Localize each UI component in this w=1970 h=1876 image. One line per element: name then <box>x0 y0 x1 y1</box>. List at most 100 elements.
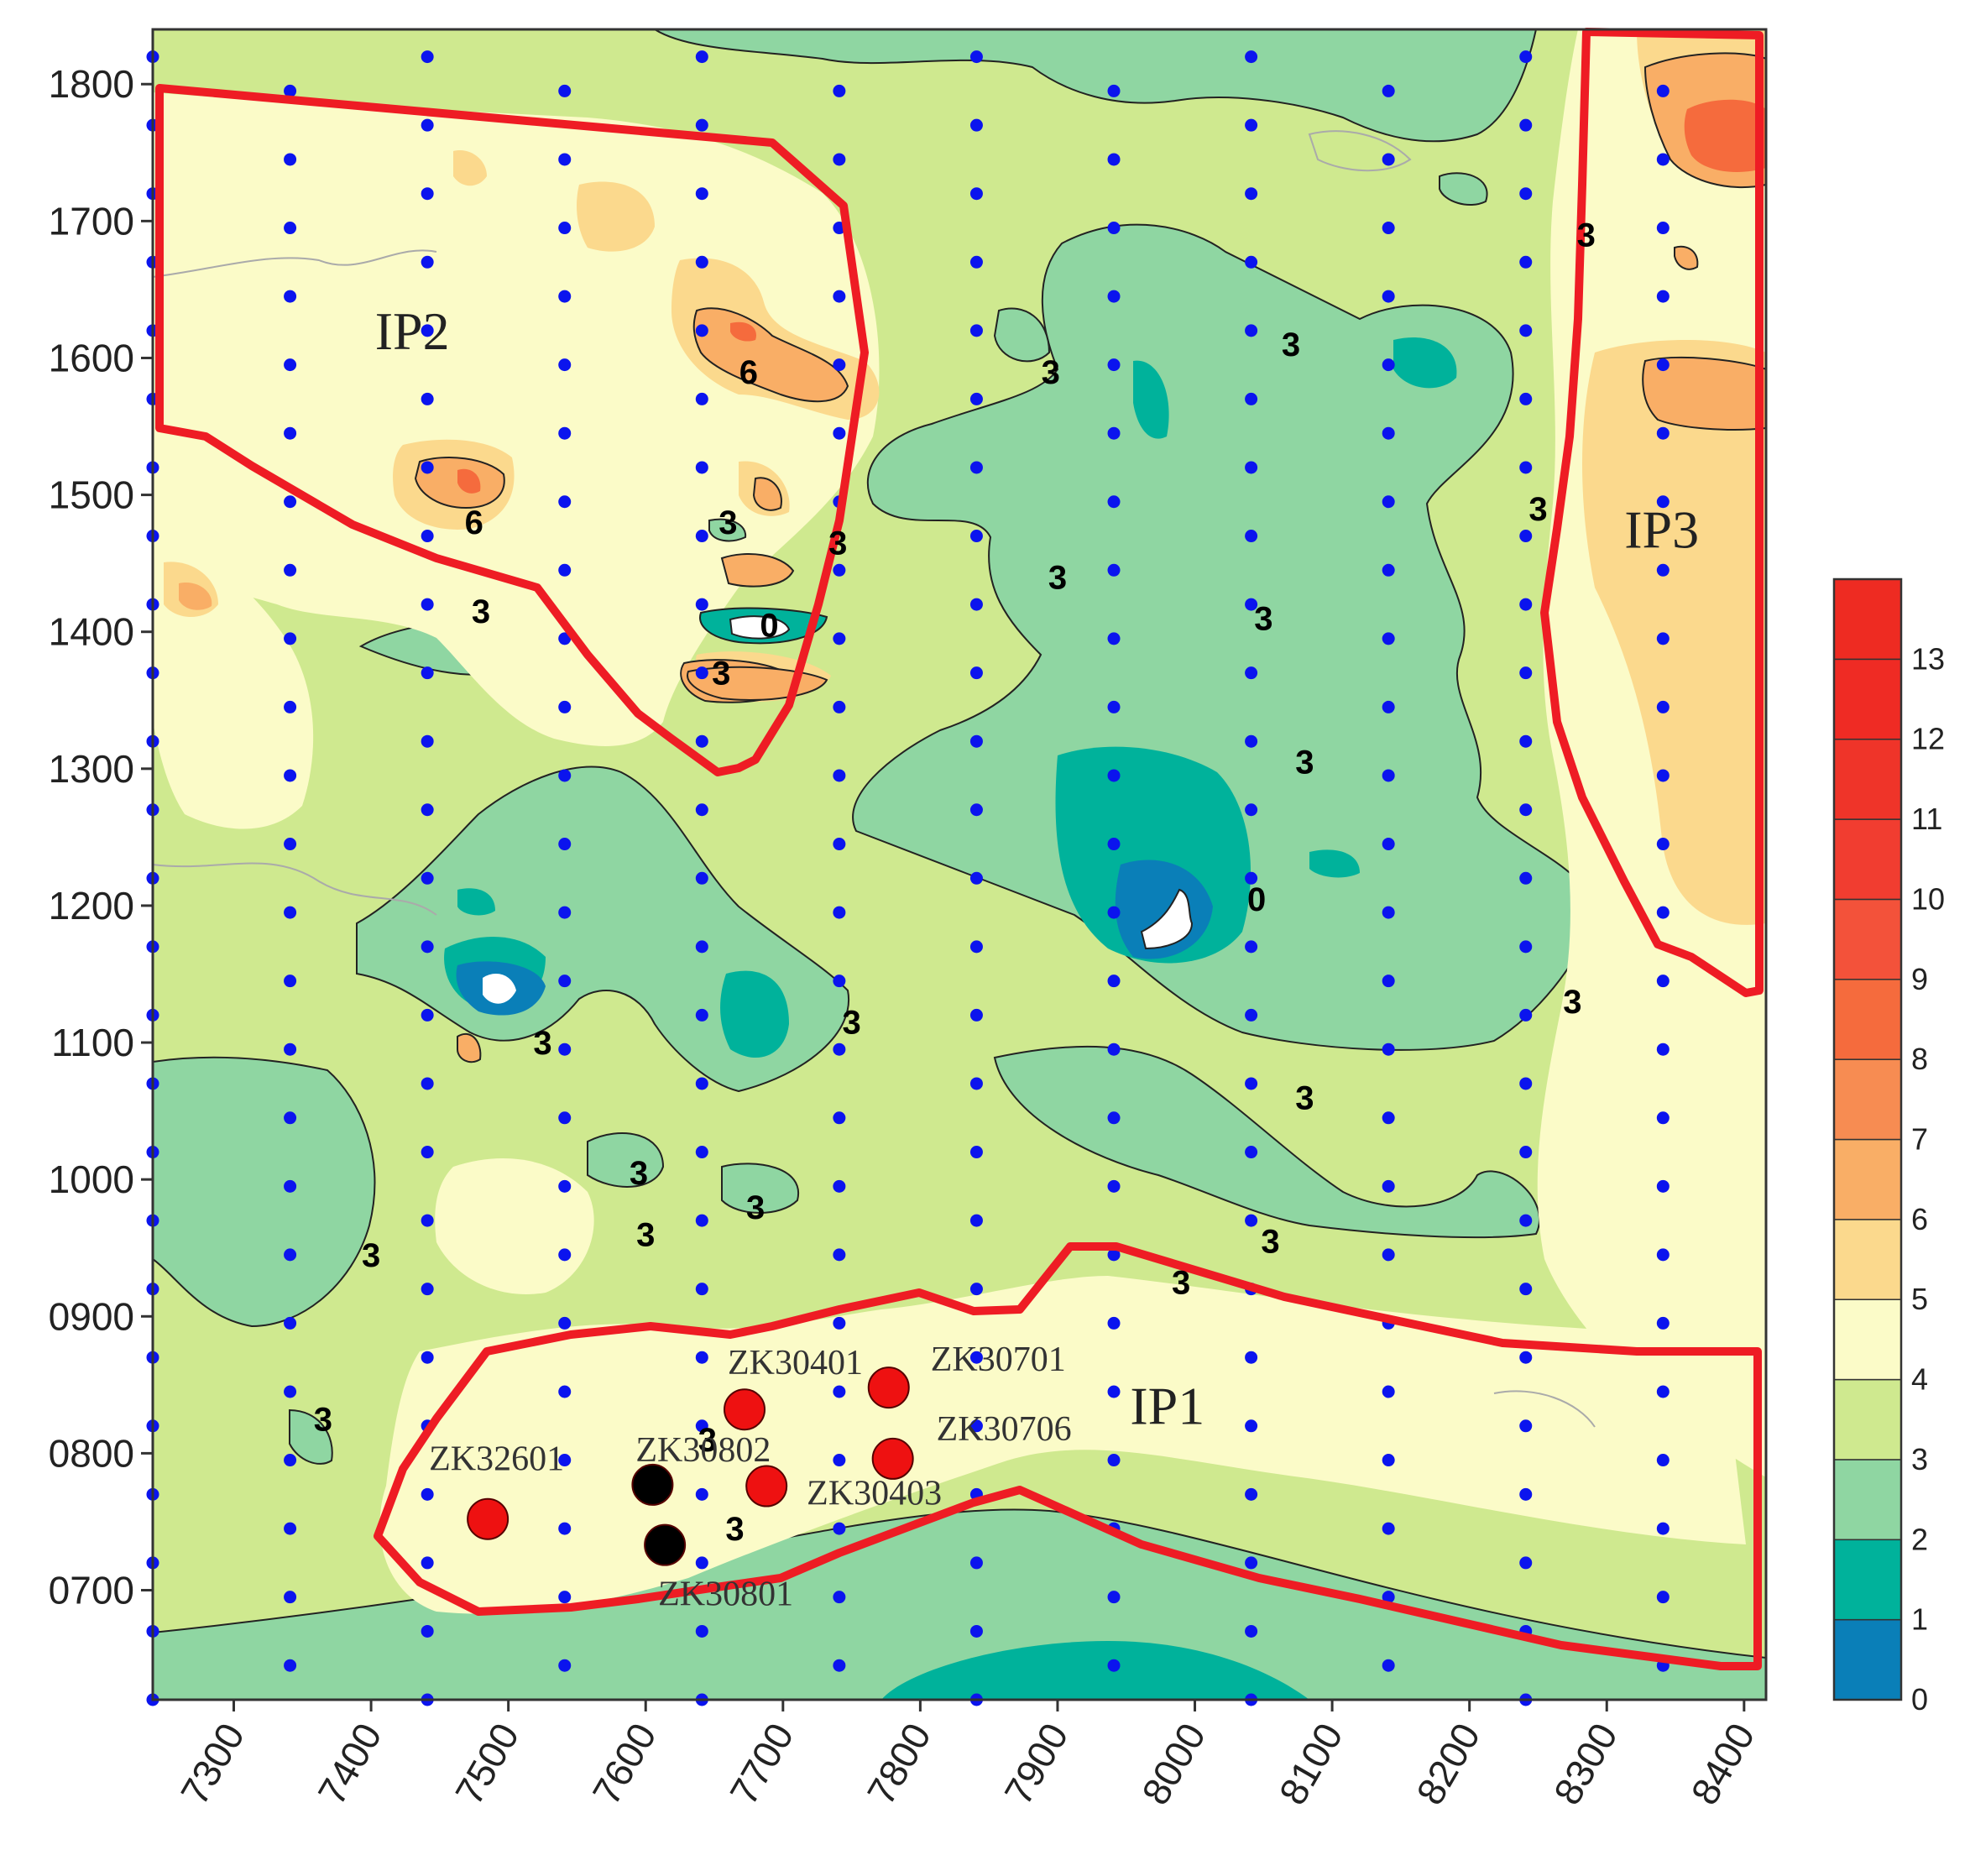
field-region-south-blob-a <box>587 1132 665 1188</box>
well-label: ZK30706 <box>937 1410 1072 1449</box>
field-region-south-mid <box>993 1045 1540 1239</box>
x-tick-label: 8400 <box>1682 1716 1763 1812</box>
grid-point <box>284 153 297 166</box>
grid-point <box>1519 598 1533 611</box>
grid-point <box>284 1522 297 1535</box>
y-tick-label: 1600 <box>49 336 134 379</box>
field-region-hot-h <box>752 477 782 511</box>
grid-point <box>284 769 297 782</box>
contour-label: 3 <box>719 504 737 541</box>
y-tick-label: 1200 <box>49 884 134 928</box>
grid-point <box>1519 666 1533 680</box>
grid-point <box>833 1316 846 1330</box>
grid-point <box>1656 153 1670 166</box>
grid-point <box>421 803 434 817</box>
grid-point <box>421 461 434 474</box>
grid-point <box>1382 1043 1395 1056</box>
grid-point <box>833 769 846 782</box>
well-label: ZK30802 <box>635 1431 771 1470</box>
grid-point <box>558 1659 572 1672</box>
x-tick-label: 7700 <box>721 1716 802 1812</box>
grid-point <box>1245 1214 1258 1227</box>
well-label: ZK30401 <box>728 1344 863 1382</box>
grid-point <box>1107 84 1121 97</box>
grid-point <box>284 1043 297 1056</box>
grid-point <box>695 255 708 269</box>
grid-point <box>284 1659 297 1672</box>
grid-point <box>695 1077 708 1090</box>
grid-point <box>284 358 297 372</box>
grid-point <box>969 598 983 611</box>
grid-point <box>1382 1111 1395 1125</box>
grid-point <box>558 1111 572 1125</box>
field-region-anomaly-void <box>729 615 791 640</box>
grid-point <box>969 1419 983 1433</box>
field-region-warm-d <box>453 150 487 186</box>
contour-label: 3 <box>1295 745 1314 781</box>
grid-point <box>1245 803 1258 817</box>
grid-point <box>558 495 572 509</box>
grid-point <box>1107 1248 1121 1262</box>
well-label: ZK30403 <box>807 1475 942 1513</box>
grid-point <box>1382 1179 1395 1193</box>
contour-label: 3 <box>725 1511 744 1548</box>
grid-point <box>969 1624 983 1638</box>
grid-point <box>695 598 708 611</box>
field-region-light-ip1 <box>379 1276 1746 1614</box>
grid-point <box>1656 1179 1670 1193</box>
grid-point <box>1245 734 1258 748</box>
field-region-deep-e <box>1133 360 1169 439</box>
x-tick-label: 8200 <box>1408 1716 1488 1812</box>
grid-point <box>558 1248 572 1262</box>
well-label: ZK30801 <box>658 1576 793 1614</box>
grid-point <box>1519 1487 1533 1501</box>
grid-point <box>1107 906 1121 919</box>
field-region-void-b <box>483 974 516 1004</box>
well-marker <box>631 1463 674 1506</box>
grid-point <box>969 392 983 405</box>
grid-point <box>421 392 434 405</box>
grid-point <box>421 1624 434 1638</box>
grid-point <box>833 1522 846 1535</box>
color-bar-segment <box>1833 1058 1902 1141</box>
grid-point <box>1382 563 1395 577</box>
grid-point <box>1382 222 1395 235</box>
grid-point <box>1382 1522 1395 1535</box>
field-region-west-edge <box>153 1056 376 1328</box>
contour-label: 3 <box>472 593 490 630</box>
grid-point <box>558 1316 572 1330</box>
grid-point <box>1656 426 1670 440</box>
contour-label: 3 <box>1048 559 1067 596</box>
grid-point <box>833 975 846 988</box>
grid-point <box>695 530 708 543</box>
grid-point <box>284 1385 297 1398</box>
grid-point <box>1519 1077 1533 1090</box>
color-bar-segment <box>1833 1459 1902 1541</box>
grid-point <box>1656 1522 1670 1535</box>
color-bar-segment <box>1833 1618 1902 1701</box>
field-region-warm-c <box>577 181 655 252</box>
grid-point <box>695 1214 708 1227</box>
well-label: ZK30701 <box>931 1340 1066 1379</box>
grid-point <box>421 734 434 748</box>
field-region-central <box>852 223 1596 1051</box>
grid-point <box>1519 1146 1533 1159</box>
grid-point <box>558 1179 572 1193</box>
contour-label: 3 <box>828 525 847 562</box>
grid-point <box>969 1283 983 1296</box>
contour-label: 3 <box>533 1025 551 1062</box>
color-bar-segment <box>1833 1299 1902 1381</box>
contour-label: 3 <box>1563 984 1581 1021</box>
field-region-warm-h <box>1582 340 1766 925</box>
color-bar-label: 0 <box>1911 1682 1928 1717</box>
grid-point <box>695 187 708 201</box>
grid-point <box>284 84 297 97</box>
color-bar-label: 12 <box>1911 722 1945 756</box>
contour-label: 3 <box>698 1422 717 1459</box>
grid-point <box>1382 838 1395 851</box>
grid-point <box>421 598 434 611</box>
well-marker <box>644 1523 687 1566</box>
well-marker <box>745 1465 788 1508</box>
grid-point <box>284 1248 297 1262</box>
